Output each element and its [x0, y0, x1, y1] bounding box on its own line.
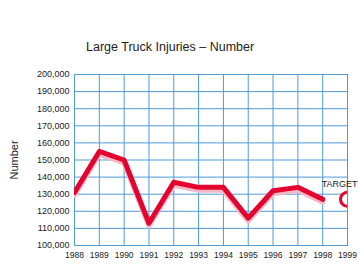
svg-text:1997: 1997 — [288, 250, 307, 260]
svg-text:120,000: 120,000 — [37, 206, 70, 216]
svg-text:1999: 1999 — [338, 250, 357, 260]
svg-text:200,000: 200,000 — [37, 69, 70, 79]
svg-text:1994: 1994 — [214, 250, 233, 260]
svg-text:1989: 1989 — [90, 250, 109, 260]
svg-text:130,000: 130,000 — [37, 189, 70, 199]
svg-text:190,000: 190,000 — [37, 86, 70, 96]
svg-text:1990: 1990 — [115, 250, 134, 260]
svg-text:100,000: 100,000 — [37, 240, 70, 251]
svg-text:1998: 1998 — [313, 250, 332, 260]
svg-text:1988: 1988 — [65, 250, 84, 260]
svg-text:1996: 1996 — [264, 250, 283, 260]
svg-text:1992: 1992 — [164, 250, 183, 260]
svg-text:180,000: 180,000 — [37, 104, 70, 114]
html-text:Large Truck Injuries – Number: Large Truck Injuries – Number — [86, 40, 255, 54]
svg-text:Number: Number — [8, 140, 20, 179]
svg-text:TARGET: TARGET — [322, 179, 358, 189]
svg-text:1995: 1995 — [239, 250, 258, 260]
svg-text:160,000: 160,000 — [37, 138, 70, 148]
svg-text:110,000: 110,000 — [38, 223, 70, 233]
svg-text:150,000: 150,000 — [37, 155, 70, 165]
svg-text:1993: 1993 — [189, 250, 208, 260]
svg-text:170,000: 170,000 — [37, 121, 70, 131]
svg-text:140,000: 140,000 — [37, 172, 70, 182]
svg-text:1991: 1991 — [139, 250, 158, 260]
